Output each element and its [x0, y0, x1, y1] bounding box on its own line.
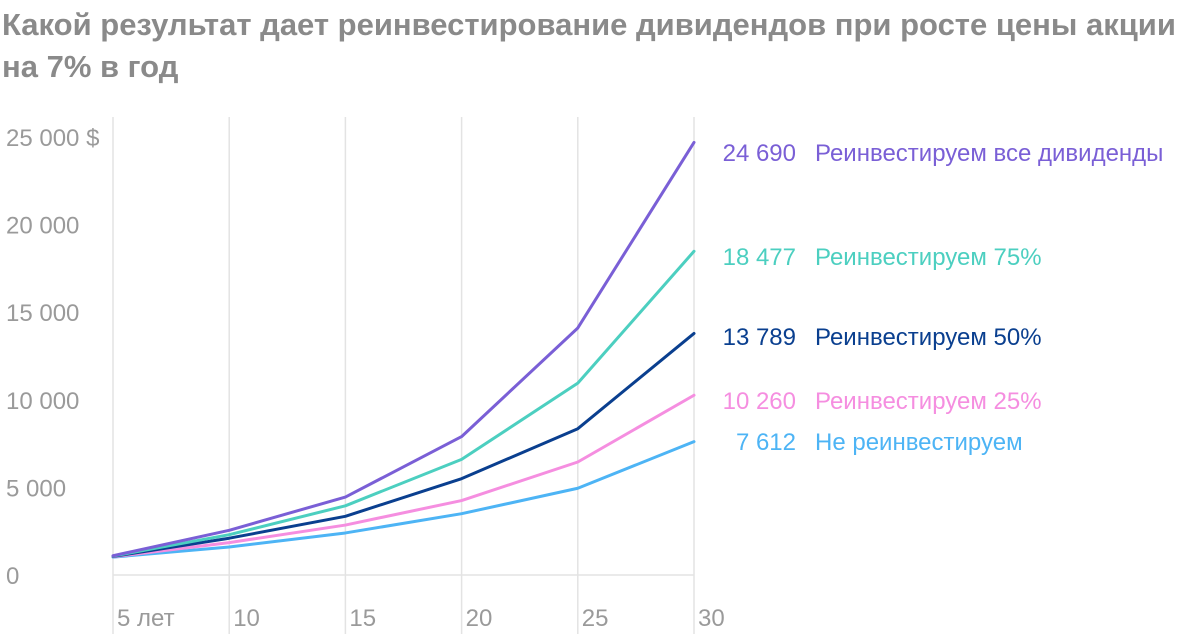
series-name-label: Не реинвестируем	[815, 429, 1023, 456]
y-tick-label: 10 000	[6, 388, 79, 415]
grid-lines	[112, 117, 695, 634]
series-end-labels: 24 690 Реинвестируем все дивиденды 18 477 Р…	[723, 140, 1164, 456]
y-tick-label: 25 000 $	[6, 125, 99, 152]
x-axis-ticks: 5 лет 10 15 20 25 30	[117, 605, 725, 632]
series-name-label: Реинвестируем все дивиденды	[815, 140, 1163, 167]
series-end-value: 10 260	[723, 388, 796, 415]
x-tick-label: 10	[233, 605, 260, 632]
series-end-value: 13 789	[723, 324, 796, 351]
series-end-value: 18 477	[723, 244, 796, 271]
series-line	[111, 393, 696, 559]
series-name-label: Реинвестируем 25%	[815, 388, 1042, 415]
series-line	[111, 331, 696, 558]
series-lines	[111, 140, 696, 559]
x-tick-label: 20	[466, 605, 493, 632]
series-name-label: Реинвестируем 75%	[815, 244, 1042, 271]
x-tick-label: 30	[698, 605, 725, 632]
y-tick-label: 5 000	[6, 475, 66, 502]
series-name-label: Реинвестируем 50%	[815, 324, 1042, 351]
series-line	[111, 140, 696, 558]
x-tick-label: 15	[349, 605, 376, 632]
series-end-value: 24 690	[723, 140, 796, 167]
y-tick-label: 0	[6, 563, 19, 590]
series-end-value: 7 612	[736, 429, 796, 456]
y-tick-label: 20 000	[6, 213, 79, 240]
series-line	[111, 440, 696, 559]
chart-title: Какой результат дает реинвестирование ди…	[2, 7, 1176, 84]
series-line	[111, 249, 696, 558]
y-tick-label: 15 000	[6, 300, 79, 327]
y-axis-ticks: 0 5 000 10 000 15 000 20 000 25 000 $	[6, 125, 99, 590]
x-tick-label: 5 лет	[117, 605, 175, 632]
x-tick-label: 25	[582, 605, 609, 632]
